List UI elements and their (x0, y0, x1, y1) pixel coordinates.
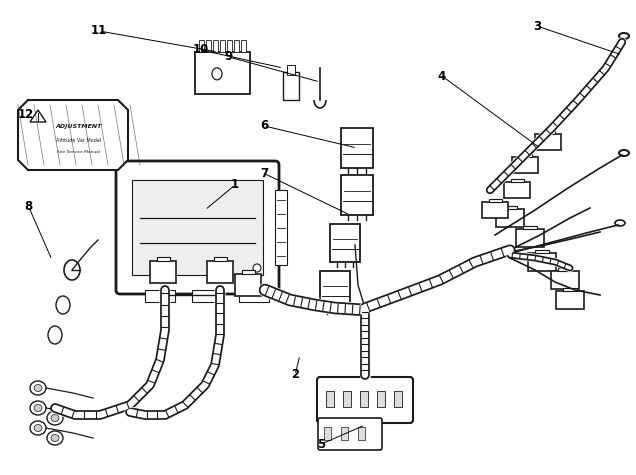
Bar (563, 288, 577, 291)
Bar (156, 257, 170, 261)
Bar (394, 391, 402, 407)
Bar (535, 134, 561, 150)
Text: ADJUSTMENT: ADJUSTMENT (55, 124, 102, 129)
Bar (206, 40, 211, 52)
Bar (326, 391, 334, 407)
Bar (195, 52, 250, 94)
Ellipse shape (30, 381, 46, 395)
Bar (504, 182, 530, 198)
Ellipse shape (619, 150, 629, 156)
Bar (283, 72, 299, 100)
Bar (558, 268, 572, 271)
Bar (227, 40, 232, 52)
Bar (214, 257, 226, 261)
Bar (556, 291, 584, 309)
Text: 3: 3 (534, 19, 541, 33)
Bar (320, 271, 350, 309)
Ellipse shape (51, 435, 59, 441)
FancyBboxPatch shape (317, 377, 413, 423)
Bar (516, 229, 544, 247)
Text: Altitude Var Model: Altitude Var Model (56, 138, 101, 143)
Ellipse shape (30, 421, 46, 435)
Bar (220, 40, 225, 52)
Ellipse shape (51, 415, 59, 421)
Bar (511, 179, 523, 182)
Bar (503, 206, 517, 209)
Bar (145, 290, 175, 302)
Bar (330, 224, 360, 262)
Bar (341, 175, 373, 215)
Ellipse shape (47, 411, 63, 425)
Bar (496, 209, 524, 227)
Bar (132, 180, 263, 275)
Polygon shape (18, 100, 128, 170)
Polygon shape (30, 110, 46, 122)
Text: 8: 8 (25, 200, 32, 213)
Bar (518, 154, 532, 157)
Bar (242, 270, 254, 274)
Text: 10: 10 (192, 43, 209, 57)
Text: 4: 4 (438, 69, 446, 83)
FancyBboxPatch shape (116, 161, 279, 294)
Bar (551, 271, 579, 289)
Bar (341, 427, 348, 440)
Bar (235, 274, 261, 296)
Bar (213, 40, 218, 52)
Ellipse shape (30, 401, 46, 415)
Bar (341, 128, 373, 168)
Bar (150, 261, 176, 283)
Text: 7: 7 (260, 167, 268, 180)
Bar (343, 391, 351, 407)
Ellipse shape (48, 326, 62, 344)
Ellipse shape (47, 431, 63, 445)
Ellipse shape (34, 384, 42, 391)
Bar (199, 40, 204, 52)
Bar (241, 40, 246, 52)
FancyBboxPatch shape (318, 418, 382, 450)
Bar (512, 157, 538, 173)
Text: 5: 5 (317, 437, 325, 451)
Bar (482, 202, 508, 218)
Bar (528, 253, 556, 271)
Ellipse shape (619, 33, 629, 39)
Bar (192, 290, 222, 302)
Text: 2: 2 (291, 369, 299, 381)
Text: 11: 11 (90, 24, 107, 38)
Ellipse shape (34, 425, 42, 431)
Bar (488, 199, 502, 202)
Bar (360, 391, 368, 407)
Ellipse shape (212, 68, 222, 80)
Ellipse shape (34, 405, 42, 411)
Bar (523, 226, 537, 229)
Bar (234, 40, 239, 52)
Ellipse shape (64, 260, 80, 280)
Bar (287, 65, 295, 75)
Text: 9: 9 (225, 50, 233, 64)
Bar (239, 290, 269, 302)
Ellipse shape (56, 296, 70, 314)
Bar (358, 427, 365, 440)
Bar (324, 427, 331, 440)
Bar (125, 170, 280, 295)
Bar (275, 190, 287, 265)
Bar (207, 261, 233, 283)
Ellipse shape (615, 220, 625, 226)
Ellipse shape (253, 264, 261, 272)
Text: 6: 6 (260, 119, 268, 133)
Bar (541, 131, 555, 134)
Text: 1: 1 (231, 179, 239, 191)
Text: 12: 12 (17, 107, 34, 121)
Text: See Service Manual: See Service Manual (57, 150, 100, 154)
Bar (535, 250, 549, 253)
Bar (377, 391, 385, 407)
